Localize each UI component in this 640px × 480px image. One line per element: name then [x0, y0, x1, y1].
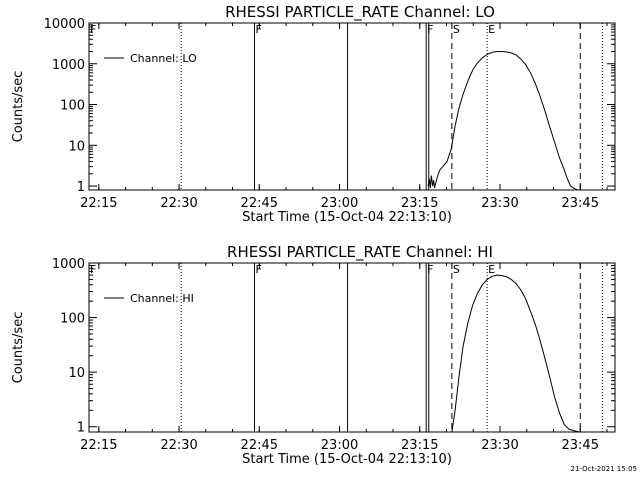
x-tick-label: 23:15 — [401, 196, 438, 211]
y-tick-label: 1000 — [52, 58, 85, 73]
event-marker-label: E — [488, 23, 495, 36]
x-tick-label: 22:15 — [80, 196, 117, 211]
x-tick-label: 23:45 — [562, 196, 599, 211]
y-tick-label: 100 — [60, 312, 85, 327]
event-marker-label: E — [488, 263, 495, 276]
event-marker-label: S — [453, 23, 460, 36]
event-marker-label: F — [90, 23, 96, 36]
x-tick-label: 23:30 — [481, 438, 518, 453]
x-tick-label: 23:00 — [321, 438, 358, 453]
y-tick-label: 1 — [77, 180, 85, 195]
event-marker-label: F — [255, 23, 261, 36]
event-marker-label: F — [427, 263, 433, 276]
legend-label: Channel: HI — [130, 292, 194, 305]
x-tick-label: 23:15 — [401, 438, 438, 453]
event-marker-label: S — [453, 263, 460, 276]
series-line — [427, 51, 578, 191]
y-tick-label: 100 — [60, 99, 85, 114]
x-tick-label: 22:45 — [241, 196, 278, 211]
y-tick-label: 10 — [68, 139, 85, 154]
x-axis-label: Start Time (15-Oct-04 22:13:10) — [242, 452, 452, 467]
x-tick-label: 23:00 — [321, 196, 358, 211]
event-marker-label: F — [90, 263, 96, 276]
legend-label: Channel: LO — [130, 52, 197, 65]
x-axis-label: Start Time (15-Oct-04 22:13:10) — [242, 210, 452, 225]
date-stamp: 21-Oct-2021 15:05 — [570, 465, 637, 473]
x-tick-label: 23:30 — [481, 196, 518, 211]
x-tick-label: 22:45 — [241, 438, 278, 453]
chart-title: RHESSI PARTICLE_RATE Channel: LO — [225, 3, 495, 22]
chart-title: RHESSI PARTICLE_RATE Channel: HI — [227, 243, 493, 262]
y-tick-label: 1000 — [52, 257, 85, 272]
event-marker-label: F — [255, 263, 261, 276]
y-tick-label: 10000 — [44, 17, 85, 32]
x-tick-label: 22:30 — [160, 196, 197, 211]
x-tick-label: 22:30 — [160, 438, 197, 453]
event-marker-label: F — [427, 23, 433, 36]
y-tick-label: 1 — [77, 421, 85, 436]
x-tick-label: 23:45 — [562, 438, 599, 453]
series-line — [451, 274, 581, 433]
plot-frame — [88, 22, 616, 191]
y-axis-label: Counts/sec — [11, 71, 26, 143]
plot-frame — [88, 262, 616, 433]
y-axis-label: Counts/sec — [11, 312, 26, 384]
x-tick-label: 22:15 — [80, 438, 117, 453]
y-tick-label: 10 — [68, 366, 85, 381]
